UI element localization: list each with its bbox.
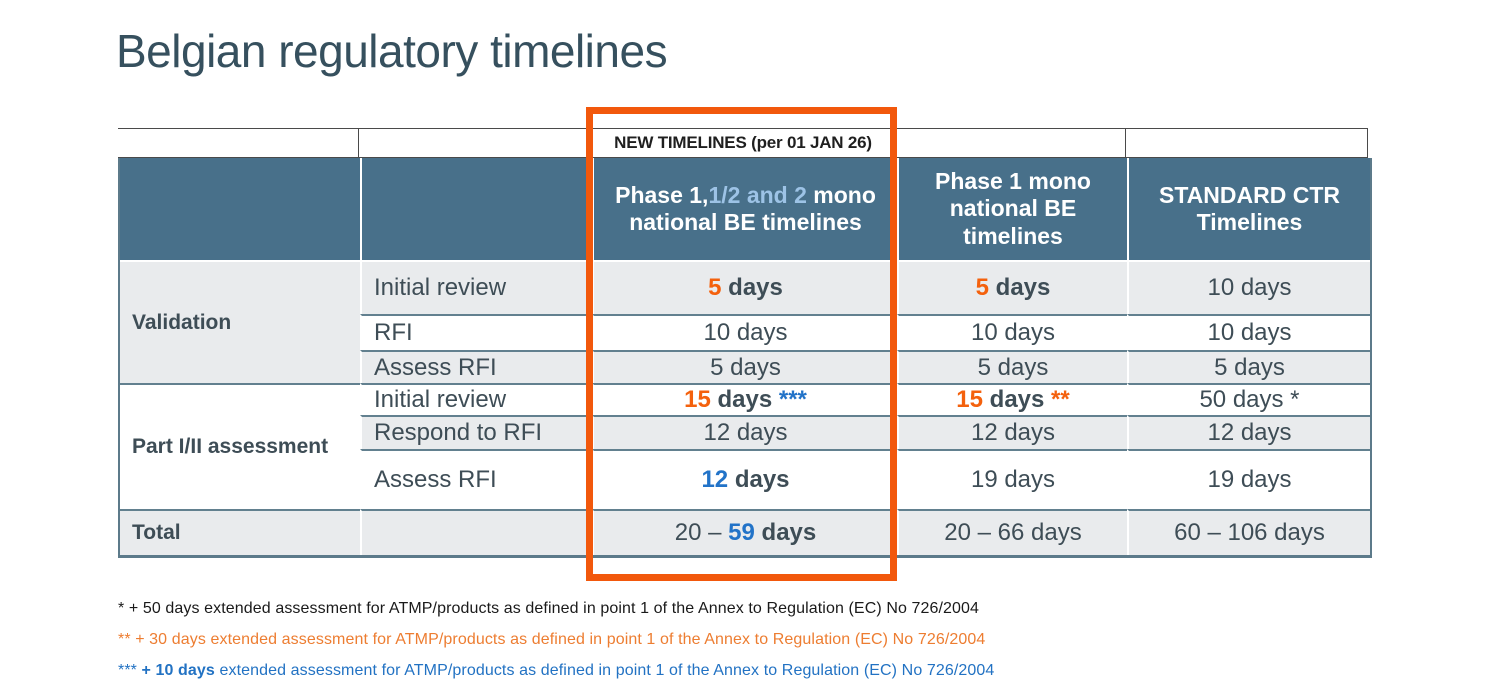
timeline-cell: 12 days — [1127, 415, 1370, 449]
timeline-cell: 15 days ** — [897, 383, 1127, 415]
timeline-cell: 5 days — [897, 350, 1127, 383]
section-part-i-ii-assessment: Part I/II assessment — [120, 383, 360, 509]
total-cell: 20 – 66 days — [897, 509, 1127, 555]
table-row: RFI 10 days 10 days 10 days — [120, 314, 1370, 350]
total-cell: 60 – 106 days — [1127, 509, 1370, 555]
table-row: Respond to RFI 12 days 12 days 12 days — [120, 415, 1370, 449]
step-label: Respond to RFI — [360, 415, 592, 449]
footnote-3: *** + 10 days extended assessment for AT… — [118, 662, 995, 679]
header-phase1-mono: Phase 1 mono national BE timelines — [897, 158, 1127, 260]
step-label: Initial review — [360, 383, 592, 415]
timeline-cell: 12 days — [897, 415, 1127, 449]
timeline-cell: 5 days — [1127, 350, 1370, 383]
table-header-row: Phase 1,1/2 and 2 mono national BE timel… — [120, 158, 1370, 260]
header-text: mono national BE timelines — [629, 181, 876, 235]
timeline-cell: 5 days — [592, 350, 897, 383]
timeline-cell: 50 days * — [1127, 383, 1370, 415]
table-row: Validation Initial review 5 days 5 days … — [120, 260, 1370, 383]
header-text-light: 1/2 and 2 — [708, 181, 807, 208]
banner-cell-empty — [118, 129, 358, 157]
banner-cell-empty — [895, 129, 1125, 157]
step-label: Initial review — [360, 260, 592, 314]
total-row: Total 20 – 59 days 20 – 66 days 60 – 106… — [120, 509, 1370, 555]
section-validation: Validation — [120, 260, 360, 383]
banner-cell-empty — [358, 129, 590, 157]
header-standard-ctr: STANDARD CTR Timelines — [1127, 158, 1370, 260]
timeline-cell: 10 days — [592, 314, 897, 350]
timeline-cell: 10 days — [1127, 260, 1370, 314]
step-label: Assess RFI — [360, 350, 592, 383]
timeline-cell: 10 days — [1127, 314, 1370, 350]
header-text: Phase 1, — [615, 181, 709, 208]
footnotes: * + 50 days extended assessment for ATMP… — [118, 600, 994, 693]
step-label: RFI — [360, 314, 592, 350]
table-row: Assess RFI 12 days 19 days 19 days — [120, 449, 1370, 509]
total-empty-cell — [360, 509, 592, 555]
timeline-cell: 15 days *** — [592, 383, 897, 415]
header-cell-empty — [360, 158, 592, 260]
footnote-1: * + 50 days extended assessment for ATMP… — [118, 600, 980, 617]
timelines-table: Phase 1,1/2 and 2 mono national BE timel… — [118, 158, 1372, 558]
table-row: Assess RFI 5 days 5 days 5 days — [120, 350, 1370, 383]
total-label: Total — [120, 509, 360, 555]
timeline-cell: 10 days — [897, 314, 1127, 350]
header-cell-empty — [120, 158, 360, 260]
timeline-cell: 5 days — [592, 260, 897, 314]
page-title: Belgian regulatory timelines — [116, 25, 668, 77]
timeline-cell: 12 days — [592, 415, 897, 449]
timeline-cell: 5 days — [897, 260, 1127, 314]
banner-new-timelines-label: NEW TIMELINES (per 01 JAN 26) — [590, 129, 895, 157]
header-new-phase12-timelines: Phase 1,1/2 and 2 mono national BE timel… — [592, 158, 897, 260]
table-row: Part I/II assessment Initial review 15 d… — [120, 383, 1370, 509]
total-cell: 20 – 59 days — [592, 509, 897, 555]
timeline-cell: 19 days — [1127, 449, 1370, 509]
timeline-cell: 19 days — [897, 449, 1127, 509]
banner-cell-empty — [1125, 129, 1368, 157]
timeline-cell: 12 days — [592, 449, 897, 509]
step-label: Assess RFI — [360, 449, 592, 509]
new-timelines-banner-row: NEW TIMELINES (per 01 JAN 26) — [118, 128, 1368, 158]
footnote-2: ** + 30 days extended assessment for ATM… — [118, 631, 986, 648]
